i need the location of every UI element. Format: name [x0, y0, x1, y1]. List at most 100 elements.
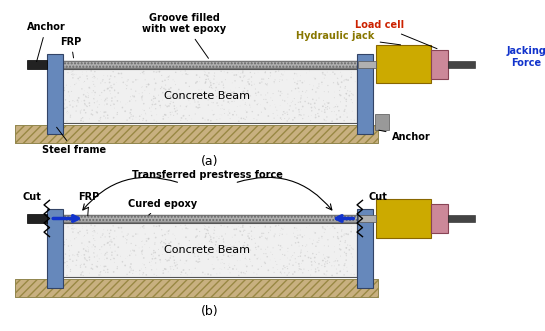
Ellipse shape — [328, 102, 330, 104]
Ellipse shape — [202, 118, 204, 119]
Ellipse shape — [156, 71, 157, 73]
Ellipse shape — [296, 237, 298, 239]
Bar — [58, 223, 357, 277]
Ellipse shape — [139, 93, 140, 94]
Ellipse shape — [287, 94, 288, 95]
Ellipse shape — [204, 237, 206, 238]
Ellipse shape — [244, 75, 245, 77]
Ellipse shape — [294, 98, 295, 99]
Ellipse shape — [107, 115, 108, 116]
Ellipse shape — [130, 263, 132, 265]
Ellipse shape — [288, 273, 289, 274]
Ellipse shape — [317, 242, 318, 243]
Ellipse shape — [268, 269, 269, 271]
Ellipse shape — [270, 226, 271, 228]
Ellipse shape — [219, 248, 221, 250]
Ellipse shape — [327, 85, 329, 86]
Ellipse shape — [346, 101, 347, 102]
Ellipse shape — [323, 106, 324, 107]
Ellipse shape — [110, 87, 111, 88]
Ellipse shape — [175, 265, 177, 266]
Ellipse shape — [314, 261, 315, 262]
Ellipse shape — [249, 84, 250, 85]
Ellipse shape — [235, 228, 237, 230]
Ellipse shape — [305, 92, 306, 93]
Ellipse shape — [294, 227, 295, 228]
Ellipse shape — [77, 254, 78, 256]
Ellipse shape — [72, 254, 74, 256]
Ellipse shape — [189, 93, 191, 94]
Ellipse shape — [204, 74, 205, 75]
Ellipse shape — [99, 104, 100, 105]
Ellipse shape — [315, 108, 316, 109]
Ellipse shape — [296, 228, 297, 229]
Ellipse shape — [287, 258, 288, 259]
Ellipse shape — [69, 250, 70, 251]
Ellipse shape — [343, 264, 345, 266]
Ellipse shape — [213, 257, 214, 258]
Ellipse shape — [114, 262, 115, 263]
Ellipse shape — [300, 256, 301, 257]
Ellipse shape — [62, 240, 64, 241]
Ellipse shape — [74, 84, 75, 85]
Ellipse shape — [140, 73, 141, 74]
Ellipse shape — [196, 82, 197, 83]
Ellipse shape — [340, 226, 341, 227]
Ellipse shape — [126, 239, 128, 240]
Ellipse shape — [346, 233, 347, 235]
Ellipse shape — [79, 80, 80, 81]
Ellipse shape — [237, 260, 238, 261]
Ellipse shape — [104, 90, 105, 91]
Ellipse shape — [202, 272, 204, 273]
Ellipse shape — [328, 91, 329, 92]
Ellipse shape — [311, 107, 312, 108]
Ellipse shape — [68, 91, 69, 93]
Ellipse shape — [199, 77, 200, 78]
Ellipse shape — [71, 228, 72, 229]
Ellipse shape — [318, 83, 319, 84]
Ellipse shape — [263, 99, 264, 100]
Ellipse shape — [234, 80, 236, 82]
Ellipse shape — [299, 268, 300, 270]
Ellipse shape — [287, 112, 288, 113]
Ellipse shape — [160, 105, 161, 106]
Ellipse shape — [243, 231, 244, 232]
Ellipse shape — [294, 252, 295, 253]
Ellipse shape — [129, 117, 130, 119]
Ellipse shape — [240, 76, 241, 78]
Ellipse shape — [153, 250, 155, 251]
Ellipse shape — [111, 87, 113, 89]
Bar — [27, 214, 47, 223]
Ellipse shape — [229, 267, 231, 268]
Ellipse shape — [267, 83, 268, 84]
Ellipse shape — [148, 84, 149, 85]
Ellipse shape — [208, 254, 209, 255]
Ellipse shape — [177, 110, 178, 111]
Ellipse shape — [72, 73, 74, 74]
Ellipse shape — [63, 241, 65, 243]
Ellipse shape — [69, 104, 71, 106]
Ellipse shape — [113, 258, 115, 259]
Ellipse shape — [180, 260, 181, 261]
Ellipse shape — [216, 96, 217, 97]
Ellipse shape — [87, 260, 88, 261]
Ellipse shape — [78, 251, 80, 253]
Ellipse shape — [143, 228, 144, 229]
Ellipse shape — [209, 86, 210, 88]
Ellipse shape — [199, 81, 200, 82]
Ellipse shape — [312, 243, 313, 245]
Ellipse shape — [81, 110, 82, 111]
Ellipse shape — [224, 71, 225, 72]
Ellipse shape — [117, 114, 118, 115]
Ellipse shape — [205, 79, 207, 80]
Ellipse shape — [155, 108, 156, 109]
Ellipse shape — [240, 73, 241, 74]
Ellipse shape — [216, 250, 217, 252]
Ellipse shape — [151, 111, 152, 112]
Ellipse shape — [204, 248, 206, 250]
Ellipse shape — [235, 74, 237, 76]
Ellipse shape — [315, 91, 317, 93]
Ellipse shape — [270, 230, 271, 231]
Ellipse shape — [141, 250, 143, 252]
Ellipse shape — [257, 114, 259, 116]
